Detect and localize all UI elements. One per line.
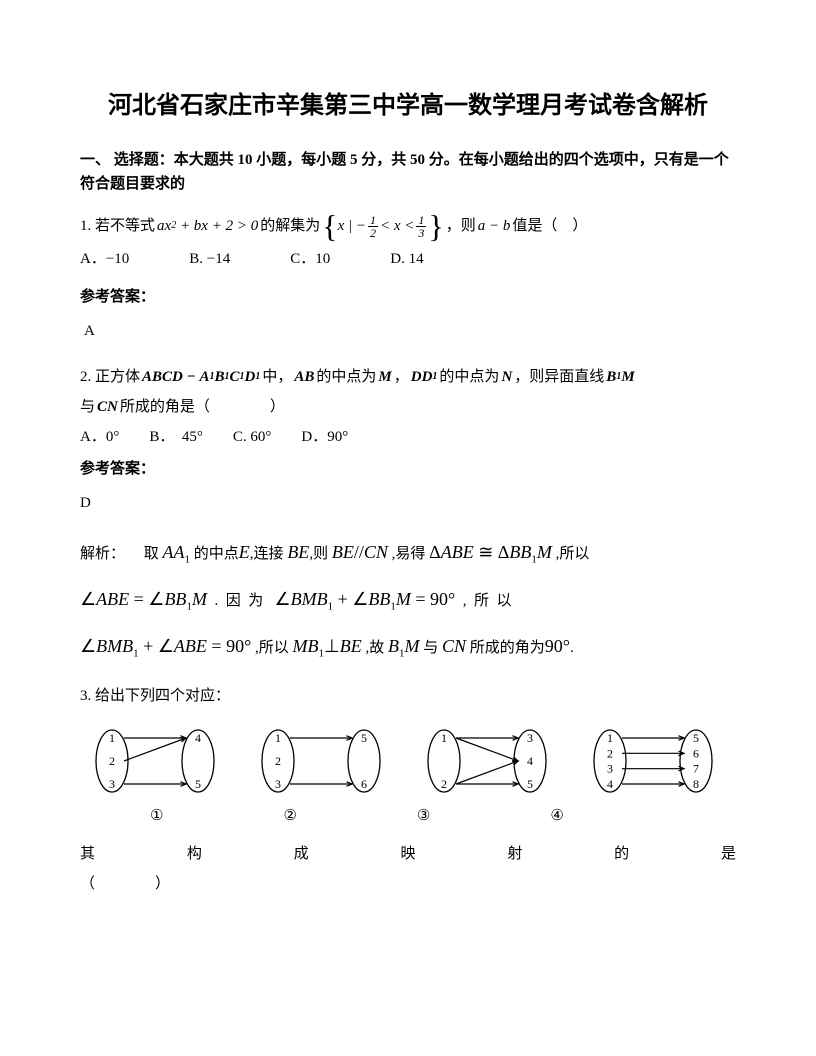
q2-answer-label: 参考答案： xyxy=(80,457,736,481)
svg-text:1: 1 xyxy=(607,731,613,745)
q2-cube-label: ABCD − A1B1C1D1 xyxy=(142,365,260,389)
q2-m: M xyxy=(378,365,391,389)
question-2: 2. 正方体 ABCD − A1B1C1D1 中， AB 的中点为 M ， DD… xyxy=(80,365,736,669)
q1-option-c: C．10 xyxy=(290,247,330,271)
spread-char: 其 xyxy=(80,842,95,866)
q2-option-d: D．90° xyxy=(301,425,348,449)
q2-ab: AB xyxy=(294,365,314,389)
spread-char: 射 xyxy=(507,842,522,866)
q2-cn: CN xyxy=(97,395,118,419)
q2-t3: ， xyxy=(394,365,409,389)
q3-tail-spread: 其构成映射的是 xyxy=(80,842,736,866)
mapping-diagram-3: 1 2 3 4 5 xyxy=(422,726,552,796)
svg-text:3: 3 xyxy=(527,731,533,745)
q3-prefix: 3. 给出下列四个对应： xyxy=(80,684,736,708)
svg-text:2: 2 xyxy=(109,754,115,768)
q2-t4: 的中点为 xyxy=(439,365,499,389)
q3-label-2: ② xyxy=(283,804,296,828)
q2-line2a: 与 xyxy=(80,395,95,419)
q1-answer-label: 参考答案： xyxy=(80,285,736,309)
svg-text:6: 6 xyxy=(693,746,699,760)
q2-option-c: C. 60° xyxy=(233,425,272,449)
q2-n: N xyxy=(501,365,512,389)
q2-line2b: 所成的角是（ ） xyxy=(120,395,285,419)
svg-text:3: 3 xyxy=(275,777,281,791)
mapping-diagram-2: 1 2 3 5 6 xyxy=(256,726,386,796)
q1-mid1: 的解集为 xyxy=(260,214,320,238)
svg-text:2: 2 xyxy=(441,777,447,791)
q1-options: A．−10 B. −14 C．10 D. 14 xyxy=(80,247,736,271)
section-header: 一、 选择题：本大题共 10 小题，每小题 5 分，共 50 分。在每小题给出的… xyxy=(80,148,736,196)
q2-options: A．0° B． 45° C. 60° D．90° xyxy=(80,425,736,449)
spread-char: 构 xyxy=(187,842,202,866)
svg-text:4: 4 xyxy=(195,731,201,745)
q1-option-a: A．−10 xyxy=(80,247,129,271)
q2-t5: ，则异面直线 xyxy=(514,365,604,389)
spread-char: 是 xyxy=(721,842,736,866)
svg-text:8: 8 xyxy=(693,777,699,791)
mapping-diagram-4: 123 4 567 8 xyxy=(588,726,718,796)
svg-text:4: 4 xyxy=(607,777,613,791)
q1-option-b: B. −14 xyxy=(189,247,230,271)
q2-explain-label: 解析： xyxy=(80,546,125,562)
q2-explanation: 解析： 取 AA1 的中点E,连接 BE,则 BE//CN ,易得 ΔABE ≅… xyxy=(80,529,736,669)
spread-char: 的 xyxy=(614,842,629,866)
q3-label-1: ① xyxy=(150,804,163,828)
q1-prefix: 1. 若不等式 xyxy=(80,214,155,238)
svg-text:6: 6 xyxy=(361,777,367,791)
svg-text:4: 4 xyxy=(527,754,533,768)
q1-mid2: ，则 xyxy=(446,214,476,238)
svg-text:5: 5 xyxy=(527,777,533,791)
svg-text:5: 5 xyxy=(693,731,699,745)
q3-label-3: ③ xyxy=(417,804,430,828)
spread-char: 成 xyxy=(294,842,309,866)
svg-text:3: 3 xyxy=(607,761,613,775)
q2-option-b: B． 45° xyxy=(149,425,203,449)
svg-text:7: 7 xyxy=(693,761,699,775)
svg-text:1: 1 xyxy=(109,731,115,745)
q3-diagrams: 12345123561234512345678 xyxy=(90,726,736,796)
q3-label-4: ④ xyxy=(550,804,563,828)
question-3: 3. 给出下列四个对应： 12345123561234512345678 ① ②… xyxy=(80,684,736,896)
q1-answer: A xyxy=(84,319,736,343)
q2-stem-line2: 与 CN 所成的角是（ ） xyxy=(80,395,736,419)
q1-solution-set: { x | − 12 < x < 13 } xyxy=(322,214,444,240)
svg-text:2: 2 xyxy=(275,754,281,768)
q1-stem: 1. 若不等式 ax2 + bx + 2 > 0 的解集为 { x | − 12… xyxy=(80,214,736,240)
q3-diagram-labels: ① ② ③ ④ xyxy=(150,804,736,828)
page-title: 河北省石家庄市辛集第三中学高一数学理月考试卷含解析 xyxy=(80,90,736,124)
q2-t1: 中， xyxy=(262,365,292,389)
svg-text:5: 5 xyxy=(195,777,201,791)
svg-text:3: 3 xyxy=(109,777,115,791)
svg-text:1: 1 xyxy=(441,731,447,745)
q2-prefix: 2. 正方体 xyxy=(80,365,140,389)
question-1: 1. 若不等式 ax2 + bx + 2 > 0 的解集为 { x | − 12… xyxy=(80,214,736,344)
svg-text:5: 5 xyxy=(361,731,367,745)
q2-b1m: B1M xyxy=(606,365,634,389)
q1-tail: 值是（ ） xyxy=(512,214,587,238)
q2-dd1: DD1 xyxy=(411,365,438,389)
q2-t2: 的中点为 xyxy=(316,365,376,389)
q2-option-a: A．0° xyxy=(80,425,119,449)
spread-char: 映 xyxy=(400,842,415,866)
q1-expr-ab: a − b xyxy=(478,214,511,238)
mapping-diagram-1: 1 2 3 4 5 xyxy=(90,726,220,796)
q3-paren: （ ） xyxy=(80,872,736,896)
q2-stem-line1: 2. 正方体 ABCD − A1B1C1D1 中， AB 的中点为 M ， DD… xyxy=(80,365,736,389)
q2-answer: D xyxy=(80,491,736,515)
svg-text:1: 1 xyxy=(275,731,281,745)
q1-inequality-formula: ax2 + bx + 2 > 0 xyxy=(157,214,258,238)
q1-option-d: D. 14 xyxy=(390,247,423,271)
svg-text:2: 2 xyxy=(607,746,613,760)
